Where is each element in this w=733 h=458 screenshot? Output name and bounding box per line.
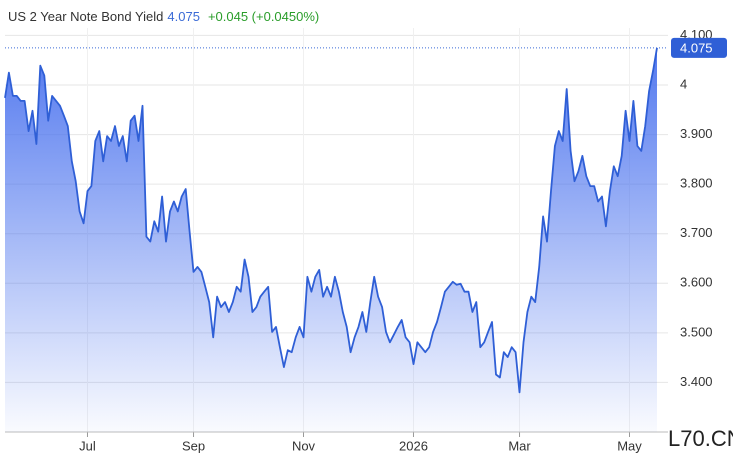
area: [5, 47, 657, 433]
last-value-label: 4.075: [680, 40, 713, 55]
last-value-badge: [671, 37, 727, 58]
y-tick-label: 3.700: [680, 225, 713, 240]
x-tick-label: Sep: [182, 438, 205, 453]
y-tick-label: 3.800: [680, 176, 713, 191]
x-tick-label: Nov: [292, 438, 316, 453]
line: [4, 47, 658, 394]
price: 4.075: [167, 9, 200, 24]
header: US 2 Year Note Bond Yield 4.075 +0.045 (+0…: [8, 9, 319, 24]
x-tick-label: May: [617, 438, 642, 453]
y-tick-label: 3.900: [680, 126, 713, 141]
x-tick-label: 2026: [399, 438, 428, 453]
y-tick-label: 4: [680, 76, 687, 91]
y-tick-label: 3.600: [680, 275, 713, 290]
y-tick-label: 3.400: [680, 374, 713, 389]
x-tick-label: Jul: [79, 438, 96, 453]
watermark: L70.CN: [668, 426, 733, 451]
y-tick-label: 3.500: [680, 324, 713, 339]
title: US 2 Year Note Bond Yield: [8, 9, 164, 24]
x-tick-label: Mar: [508, 438, 531, 453]
change: +0.045 (+0.0450%): [207, 9, 320, 24]
